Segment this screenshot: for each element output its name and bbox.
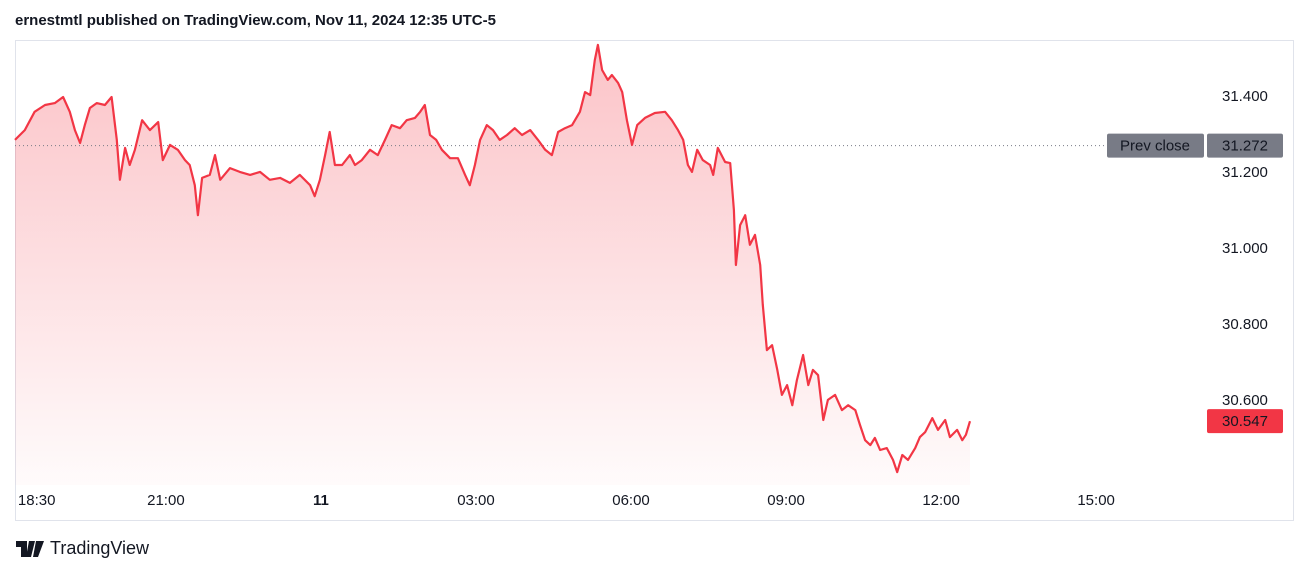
header: ernestmtl published on TradingView.com, … xyxy=(15,12,496,29)
y-tick-label: 31.000 xyxy=(1222,240,1268,257)
prev-close-badge xyxy=(1107,133,1204,158)
prev-close-label: Prev close xyxy=(1120,138,1190,155)
footer: TradingView xyxy=(16,538,149,559)
prev-close-value-badge xyxy=(1207,133,1283,158)
x-tick-label: 15:00 xyxy=(1077,492,1115,509)
x-tick-label: 09:00 xyxy=(767,492,805,509)
x-tick-label: 21:00 xyxy=(147,492,185,509)
y-tick-label: 31.400 xyxy=(1222,88,1268,105)
brand: TradingView xyxy=(50,538,150,558)
prev-close-value: 31.272 xyxy=(1222,138,1268,155)
logo xyxy=(16,540,44,557)
y-tick-label: 30.800 xyxy=(1222,316,1268,333)
x-tick-label: 18:30 xyxy=(18,492,56,509)
x-tick-label: 12:00 xyxy=(922,492,960,509)
x-tick-label: 11 xyxy=(313,492,329,509)
last-price-badge xyxy=(1207,409,1283,434)
y-tick-label: 31.200 xyxy=(1222,164,1268,181)
area xyxy=(15,44,970,486)
last-price-label: 30.547 xyxy=(1222,413,1268,430)
price-line xyxy=(14,43,972,474)
x-tick-label: 06:00 xyxy=(612,492,650,509)
y-tick-label: 30.600 xyxy=(1222,392,1268,409)
x-tick-label: 03:00 xyxy=(457,492,495,509)
